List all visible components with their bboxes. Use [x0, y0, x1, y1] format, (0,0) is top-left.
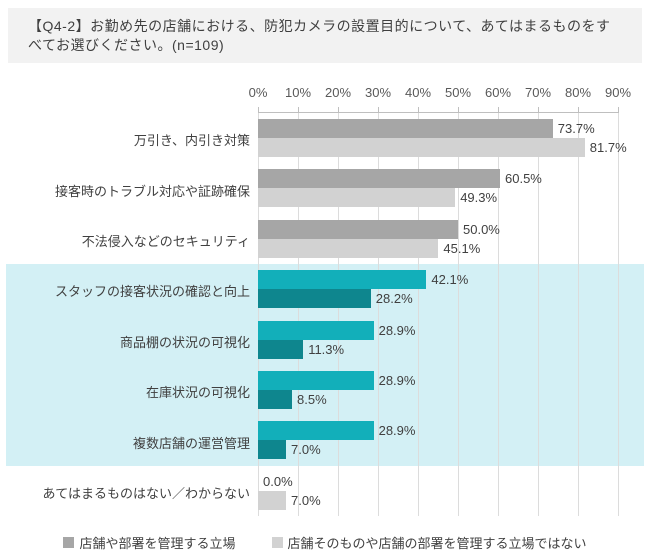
value-label: 42.1%: [431, 272, 469, 288]
value-label: 28.9%: [378, 423, 416, 439]
x-axis-tick: [338, 107, 339, 112]
bar-series1: [258, 219, 458, 239]
x-axis-tick: [538, 107, 539, 112]
bar-series1: [258, 421, 374, 441]
x-axis-tick: [578, 107, 579, 112]
value-label: 7.0%: [291, 492, 321, 508]
gridline: [338, 113, 339, 517]
x-axis-label: 50%: [444, 85, 472, 100]
bar-series2: [258, 490, 286, 510]
x-axis-line: [258, 112, 619, 113]
legend-label: 店舗や部署を管理する立場: [79, 536, 236, 551]
legend-item: 店舗や部署を管理する立場: [63, 533, 236, 552]
x-axis-label: 30%: [364, 85, 392, 100]
value-label: 45.1%: [443, 240, 481, 256]
legend: 店舗や部署を管理する立場 店舗そのものや店舗の部署を管理する立場ではない: [0, 533, 650, 552]
x-axis-label: 60%: [484, 85, 512, 100]
x-axis-label: 0%: [248, 85, 268, 100]
gridline: [538, 113, 539, 517]
x-axis-label: 80%: [564, 85, 592, 100]
category-label: 商品棚の状況の可視化: [119, 334, 250, 350]
value-label: 28.9%: [378, 373, 416, 388]
gridline: [418, 113, 419, 517]
bar-series1: [258, 169, 500, 189]
bar-series2: [258, 238, 439, 258]
bar-series2: [258, 188, 456, 208]
value-label: 60.5%: [505, 171, 542, 187]
bar-series1: [258, 119, 553, 138]
bar-series2: [258, 138, 585, 157]
x-axis-tick: [458, 107, 459, 112]
bar-series1: [258, 371, 374, 390]
value-label: 0.0%: [263, 473, 293, 489]
value-label: 81.7%: [589, 140, 627, 155]
bar-series2: [258, 289, 371, 309]
x-axis-tick: [498, 107, 499, 112]
legend-swatch: [63, 537, 75, 548]
x-axis-tick: [418, 107, 419, 112]
category-label: 複数店舗の運営管理: [132, 435, 250, 451]
category-label: スタッフの接客状況の確認と向上: [54, 284, 250, 300]
category-label: 接客時のトラブル対応や証跡確保: [54, 183, 250, 199]
value-label: 73.7%: [557, 121, 595, 136]
bar-series2: [258, 390, 292, 409]
gridline: [298, 113, 299, 517]
bar-series1: [258, 270, 427, 290]
gridline: [498, 113, 499, 517]
legend-item: 店舗そのものや店舗の部署を管理する立場ではない: [271, 533, 587, 552]
gridline: [378, 113, 379, 517]
bar-series2: [258, 339, 304, 359]
value-label: 28.2%: [375, 291, 413, 307]
category-label: あてはまるものはない／わからない: [42, 486, 250, 501]
x-axis-label: 10%: [284, 85, 312, 100]
x-axis-label: 90%: [604, 85, 632, 100]
bar-series2: [258, 440, 286, 460]
x-axis-label: 70%: [524, 85, 552, 100]
category-label: 不法侵入などのセキュリティ: [81, 234, 250, 249]
gridline: [458, 113, 459, 517]
x-axis-tick: [378, 107, 379, 112]
value-label: 28.9%: [378, 322, 416, 338]
x-axis-tick: [258, 107, 259, 112]
x-axis-tick: [298, 107, 299, 112]
bar-series1: [258, 320, 374, 340]
value-label: 49.3%: [460, 190, 498, 206]
gridline: [258, 113, 259, 517]
x-axis-tick: [618, 107, 619, 112]
value-label: 50.0%: [463, 221, 500, 237]
value-label: 8.5%: [297, 392, 327, 407]
gridline: [618, 113, 619, 517]
x-axis-label: 40%: [404, 85, 432, 100]
question-title: 【Q4-2】お勤め先の店舗における、防犯カメラの設置目的について、あてはまるもの…: [8, 8, 642, 63]
value-label: 11.3%: [308, 341, 345, 357]
category-label: 在庫状況の可視化: [145, 385, 250, 401]
legend-label: 店舗そのものや店舗の部署を管理する立場ではない: [287, 536, 587, 551]
gridline: [578, 113, 579, 517]
x-axis-label: 20%: [324, 85, 352, 100]
category-label: 万引き、内引き対策: [133, 133, 250, 149]
legend-swatch: [271, 537, 283, 548]
value-label: 7.0%: [291, 442, 321, 458]
